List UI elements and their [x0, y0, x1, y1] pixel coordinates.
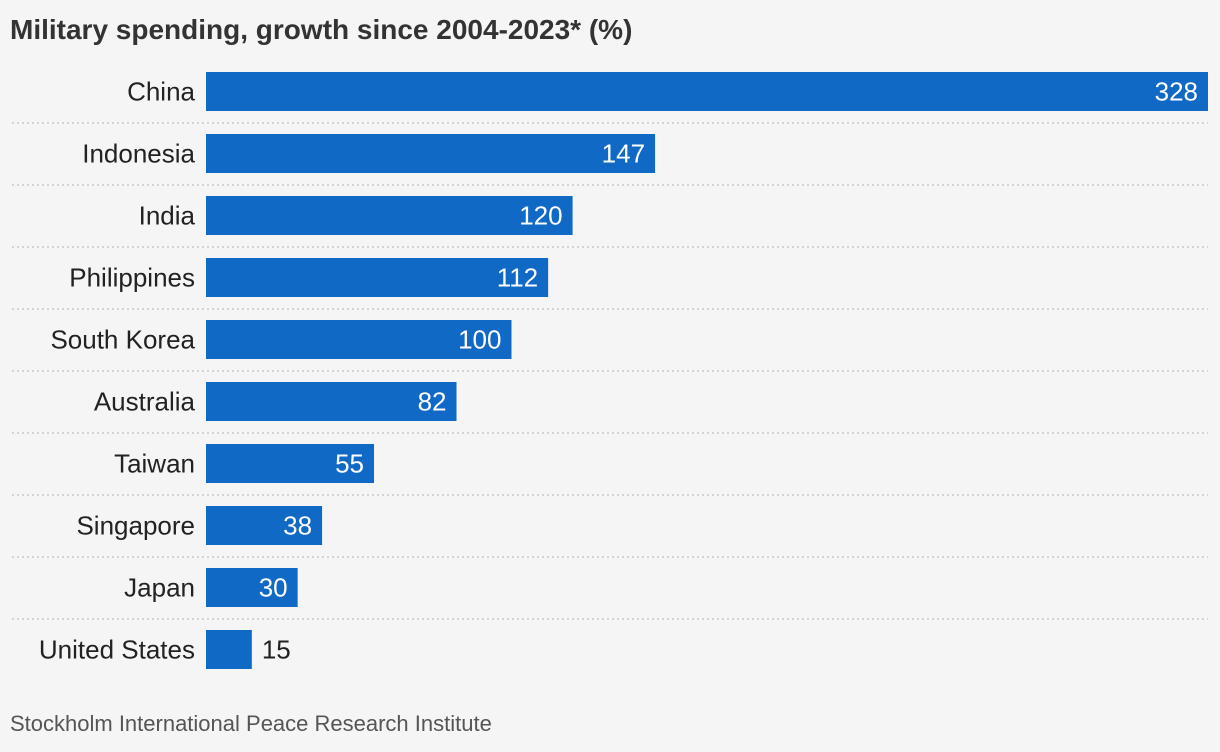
- bar-chart: China 328 Indonesia 147 India 120 Philippines 1…: [12, 72, 1208, 669]
- data-label: 38: [283, 511, 312, 541]
- category-label: Indonesia: [82, 139, 195, 169]
- data-label: 120: [519, 201, 562, 231]
- bar-australia: [206, 382, 457, 421]
- data-label: 15: [262, 635, 291, 665]
- data-label: 100: [458, 325, 501, 355]
- bar-philippines: [206, 258, 549, 297]
- category-label: China: [127, 77, 195, 107]
- bar-taiwan: [206, 444, 375, 483]
- bar-china: [206, 72, 1208, 111]
- category-label: United States: [39, 635, 195, 665]
- data-label: 82: [418, 387, 447, 417]
- data-label: 328: [1155, 77, 1198, 107]
- category-label: Philippines: [69, 263, 195, 293]
- source-note: Stockholm International Peace Research I…: [10, 711, 492, 736]
- bar-indonesia: [206, 134, 656, 173]
- bar-south-korea: [206, 320, 512, 359]
- bar-japan: [206, 568, 298, 607]
- data-label: 30: [259, 573, 288, 603]
- chart-title: Military spending, growth since 2004-202…: [10, 14, 633, 45]
- category-label: India: [139, 201, 196, 231]
- data-label: 112: [497, 263, 538, 293]
- data-label: 147: [602, 139, 645, 169]
- bar-singapore: [206, 506, 323, 545]
- bar-united-states: [206, 630, 252, 669]
- category-label: Australia: [94, 387, 196, 417]
- data-label: 55: [335, 449, 364, 479]
- category-label: Singapore: [76, 511, 195, 541]
- category-label: Japan: [124, 573, 195, 603]
- category-label: South Korea: [50, 325, 195, 355]
- bar-india: [206, 196, 573, 235]
- category-label: Taiwan: [114, 449, 195, 479]
